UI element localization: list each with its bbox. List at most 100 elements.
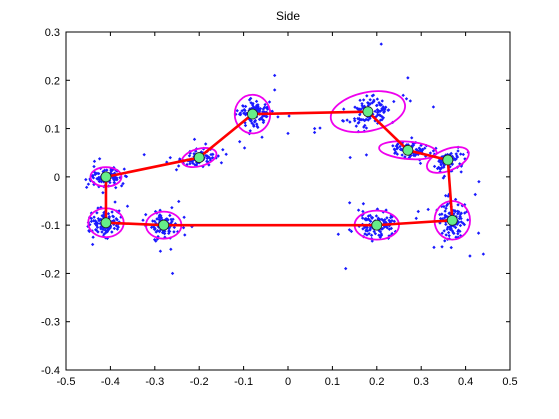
cluster-center bbox=[442, 154, 454, 166]
data-point bbox=[380, 99, 384, 103]
data-point bbox=[251, 123, 256, 127]
data-point bbox=[112, 180, 116, 185]
data-point bbox=[442, 229, 446, 233]
data-point bbox=[238, 111, 243, 115]
data-point bbox=[352, 117, 357, 121]
data-point bbox=[100, 230, 104, 234]
data-point bbox=[256, 125, 260, 130]
data-point bbox=[84, 185, 89, 190]
data-point bbox=[162, 231, 167, 236]
cluster-ellipse bbox=[425, 146, 470, 174]
data-point bbox=[364, 228, 369, 232]
data-point bbox=[401, 93, 405, 98]
x-tick-label: -0.1 bbox=[234, 376, 253, 388]
data-point bbox=[169, 247, 173, 251]
data-point bbox=[362, 125, 366, 129]
data-point bbox=[249, 96, 253, 101]
data-point bbox=[110, 210, 114, 214]
data-point bbox=[408, 99, 413, 103]
data-point bbox=[398, 144, 402, 149]
data-point bbox=[92, 215, 96, 219]
data-point bbox=[241, 104, 245, 108]
data-point bbox=[124, 174, 129, 179]
data-point bbox=[455, 155, 460, 159]
data-point bbox=[97, 179, 102, 184]
data-point bbox=[431, 105, 436, 109]
data-point bbox=[365, 233, 369, 237]
data-point bbox=[381, 116, 386, 120]
data-point bbox=[170, 271, 175, 276]
data-point bbox=[341, 119, 346, 123]
data-point bbox=[159, 216, 164, 220]
data-point bbox=[261, 109, 265, 114]
data-point bbox=[89, 219, 94, 224]
cluster-ellipse bbox=[329, 90, 406, 134]
axes-box bbox=[65, 31, 511, 371]
data-point bbox=[366, 101, 370, 105]
data-point bbox=[192, 137, 197, 142]
x-tick-label: 0.2 bbox=[369, 376, 384, 388]
data-point bbox=[91, 235, 95, 239]
data-point bbox=[414, 147, 418, 152]
y-tick-label: 0.1 bbox=[45, 124, 60, 136]
data-point bbox=[168, 155, 172, 160]
data-point bbox=[93, 222, 97, 226]
data-point bbox=[144, 212, 148, 217]
data-point bbox=[377, 233, 381, 237]
data-point bbox=[243, 109, 247, 113]
cluster-center bbox=[446, 214, 458, 226]
x-tick-label: -0.5 bbox=[57, 376, 76, 388]
data-point bbox=[287, 114, 291, 118]
data-point bbox=[224, 152, 228, 156]
data-point bbox=[400, 153, 404, 157]
y-tick-label: 0 bbox=[54, 172, 60, 184]
data-point bbox=[368, 98, 372, 102]
data-point bbox=[252, 120, 257, 124]
data-point bbox=[379, 232, 384, 236]
y-tick-label: 0.3 bbox=[45, 27, 60, 39]
data-point bbox=[261, 120, 266, 125]
data-point bbox=[389, 215, 393, 220]
path-segment bbox=[446, 158, 454, 222]
path-segment bbox=[104, 156, 201, 179]
data-point bbox=[404, 97, 409, 101]
data-point bbox=[101, 191, 105, 195]
data-point bbox=[459, 152, 463, 156]
data-point bbox=[121, 181, 125, 186]
data-point bbox=[354, 124, 358, 128]
data-point bbox=[209, 152, 213, 157]
data-point bbox=[191, 161, 195, 165]
data-point bbox=[368, 219, 373, 224]
data-point bbox=[248, 129, 252, 133]
data-point bbox=[243, 123, 248, 128]
data-point bbox=[93, 219, 97, 223]
data-point bbox=[374, 214, 379, 218]
data-point bbox=[378, 103, 382, 107]
data-point bbox=[265, 107, 270, 111]
path-segment bbox=[197, 112, 254, 159]
data-point bbox=[365, 94, 369, 98]
data-point bbox=[92, 164, 96, 169]
data-point bbox=[272, 73, 277, 78]
data-point bbox=[336, 232, 340, 236]
data-point bbox=[99, 179, 104, 184]
data-point bbox=[158, 249, 163, 253]
data-point bbox=[366, 103, 371, 108]
data-point bbox=[183, 233, 187, 237]
data-point bbox=[458, 212, 463, 216]
tick-layer: -0.5 -0.4 -0.3 -0.2 -0.1 0 0.1 0.2 0.3 0.4 0.5-0.4… bbox=[41, 27, 518, 388]
data-point bbox=[459, 170, 463, 174]
data-point bbox=[249, 119, 253, 123]
data-point bbox=[370, 216, 374, 220]
data-point bbox=[454, 235, 458, 239]
data-point bbox=[366, 118, 370, 122]
cluster-center bbox=[100, 217, 112, 229]
x-tick-label: -0.4 bbox=[101, 376, 120, 388]
plot-area bbox=[65, 31, 511, 371]
data-point bbox=[97, 218, 101, 223]
data-point bbox=[113, 176, 117, 181]
cluster-center bbox=[158, 219, 170, 231]
data-point bbox=[361, 98, 366, 102]
data-point bbox=[353, 105, 357, 109]
